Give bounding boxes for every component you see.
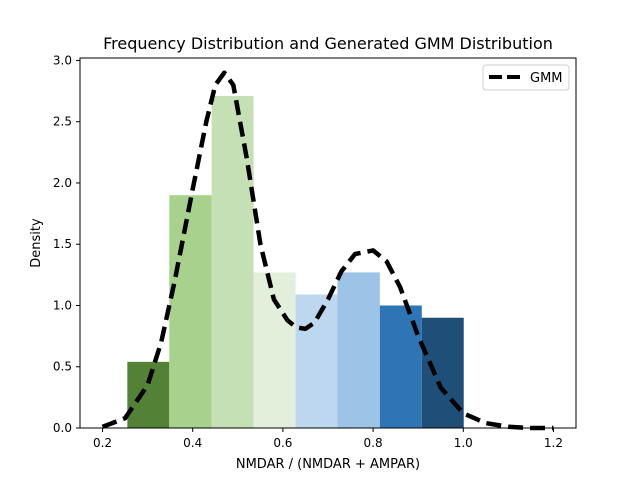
x-tick-label: 0.2: [93, 436, 112, 450]
gmm-curve: [101, 70, 554, 431]
histogram-bar-8: [421, 317, 464, 428]
histogram-bar-1: [127, 361, 170, 428]
histogram-bar-2: [169, 195, 212, 428]
histogram-bar-3: [211, 95, 254, 428]
legend-box: [482, 64, 570, 91]
legend-label-gmm: GMM: [530, 71, 563, 86]
y-tick-label: 1.5: [53, 237, 72, 251]
y-tick-label: 1.0: [53, 298, 72, 312]
histogram-bars: [127, 95, 464, 428]
histogram-bar-5: [295, 294, 338, 428]
x-axis-label: NMDAR / (NMDAR + AMPAR): [236, 457, 420, 472]
plot-frame: [79, 57, 577, 429]
x-axis-ticks: 0.2 0.4 0.6 0.8 1.0 1.2: [93, 428, 563, 450]
x-tick-label: 1.2: [544, 436, 563, 450]
y-tick-label: 3.0: [53, 53, 72, 67]
chart-title: Frequency Distribution and Generated GMM…: [103, 34, 553, 53]
x-tick-label: 0.8: [364, 436, 383, 450]
legend: GMM: [482, 64, 570, 91]
x-tick-label: 0.6: [273, 436, 292, 450]
y-tick-label: 0.0: [53, 421, 72, 435]
y-tick-label: 2.0: [53, 176, 72, 190]
y-tick-label: 2.5: [53, 115, 72, 129]
y-axis-label: Density: [29, 218, 44, 268]
gmm-line: [101, 70, 554, 431]
x-tick-label: 0.4: [183, 436, 202, 450]
y-axis-ticks: 0.0 0.5 1.0 1.5 2.0 2.5 3.0: [53, 53, 80, 435]
histogram-bar-6: [337, 272, 380, 428]
y-tick-label: 0.5: [53, 360, 72, 374]
x-tick-label: 1.0: [454, 436, 473, 450]
